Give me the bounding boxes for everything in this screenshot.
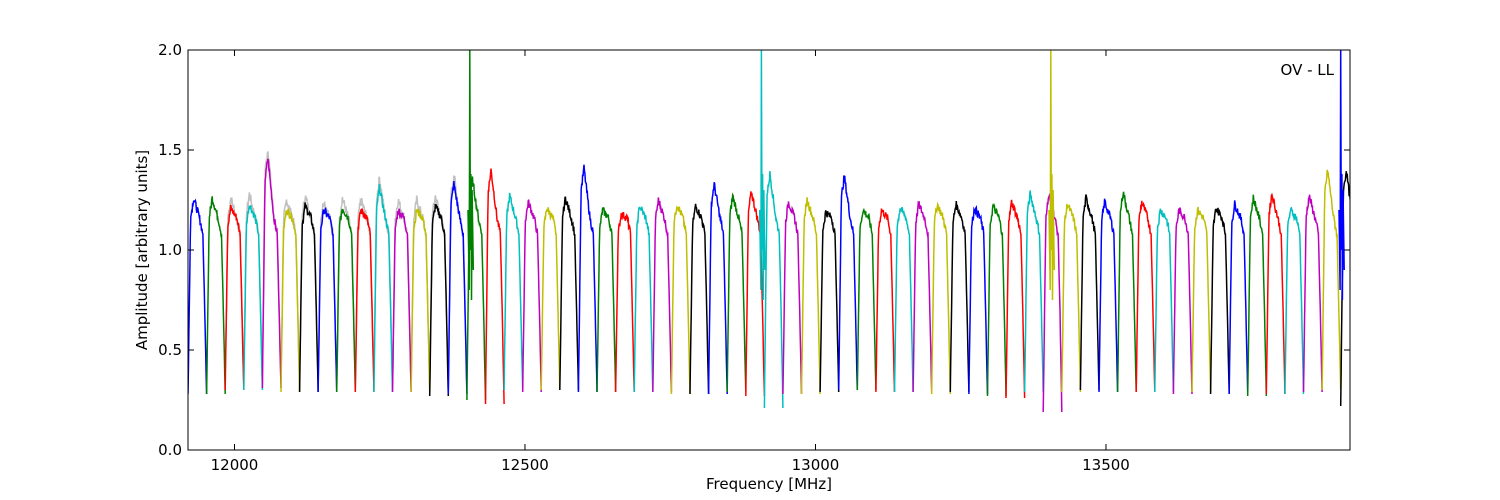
band-series-10: [373, 184, 394, 393]
band-series-12: [410, 208, 431, 393]
band-series-16: [484, 168, 505, 405]
band-series-11: [391, 208, 412, 393]
band-series-52: [1154, 208, 1175, 393]
band-series-19: [540, 207, 561, 391]
band-series-3: [243, 205, 264, 391]
band-series-51: [1135, 200, 1156, 393]
y-axis-label: Amplitude [arbitrary units]: [133, 150, 151, 350]
band-series-58: [1265, 192, 1286, 395]
band-series-26: [670, 205, 691, 395]
spike-2: [1048, 50, 1056, 301]
band-series-13: [428, 204, 450, 397]
spike-3: [1338, 50, 1345, 301]
band-series-5: [280, 208, 301, 393]
band-series-25: [652, 197, 673, 393]
band-series-35: [837, 175, 859, 391]
band-series-0: [188, 198, 208, 395]
band-series-62: [1339, 171, 1350, 407]
band-series-48: [1079, 194, 1100, 391]
y-tick-label: 0.5: [158, 341, 182, 359]
band-series-6: [298, 202, 319, 393]
band-series-2: [224, 204, 245, 391]
band-series-54: [1191, 206, 1212, 393]
band-series-33: [800, 197, 821, 395]
band-series-56: [1228, 200, 1249, 395]
y-tick-label: 2.0: [158, 41, 182, 59]
band-series-39: [912, 200, 933, 393]
band-series-36: [856, 207, 877, 391]
band-series-9: [354, 208, 375, 393]
band-series-47: [1061, 203, 1082, 393]
band-series-55: [1209, 207, 1230, 395]
band-series-1: [205, 196, 226, 395]
band-series-29: [726, 192, 747, 393]
x-tick-label: 13000: [792, 456, 840, 474]
band-series-42: [968, 204, 989, 395]
band-series-59: [1284, 206, 1305, 395]
band-series-31: [763, 171, 784, 409]
y-tick-label: 1.5: [158, 141, 182, 159]
x-tick-label: 13500: [1082, 456, 1130, 474]
spike-1: [758, 50, 766, 301]
band-series-23: [614, 211, 635, 393]
annotation-label: OV - LL: [1281, 61, 1335, 79]
band-series-27: [689, 203, 710, 395]
band-series-14: [447, 181, 468, 395]
band-series-34: [819, 210, 840, 393]
band-series-40: [930, 201, 952, 395]
band-series-60: [1302, 194, 1323, 393]
band-series-18: [521, 199, 542, 393]
spike-0: [467, 50, 475, 301]
series-layer: [188, 50, 1350, 413]
band-series-43: [986, 203, 1007, 397]
x-tick-label: 12500: [501, 456, 549, 474]
band-series-28: [707, 181, 728, 395]
band-series-22: [596, 206, 617, 393]
band-series-21: [577, 164, 598, 393]
tick-layer: 12000 12500 13000 13500 0.0 0.5 1.0 1.5 2.0: [158, 41, 1350, 474]
band-series-32: [782, 201, 803, 395]
y-tick-label: 1.0: [158, 241, 182, 259]
band-series-8: [335, 208, 357, 393]
band-series-57: [1246, 194, 1268, 397]
band-series-41: [949, 201, 970, 393]
x-axis-label: Frequency [MHz]: [706, 475, 832, 493]
x-tick-label: 12000: [211, 456, 259, 474]
band-series-49: [1098, 198, 1119, 393]
band-series-37: [875, 208, 896, 393]
band-series-45: [1023, 190, 1044, 393]
band-series-44: [1005, 199, 1026, 399]
band-series-7: [317, 206, 338, 393]
y-tick-label: 0.0: [158, 441, 182, 459]
band-series-38: [893, 206, 914, 393]
band-series-50: [1116, 191, 1137, 393]
band-series-53: [1172, 207, 1193, 395]
band-series-24: [633, 206, 654, 393]
band-series-4: [261, 158, 282, 389]
band-series-20: [559, 196, 580, 391]
band-series-61: [1321, 169, 1342, 391]
band-series-17: [503, 192, 524, 391]
